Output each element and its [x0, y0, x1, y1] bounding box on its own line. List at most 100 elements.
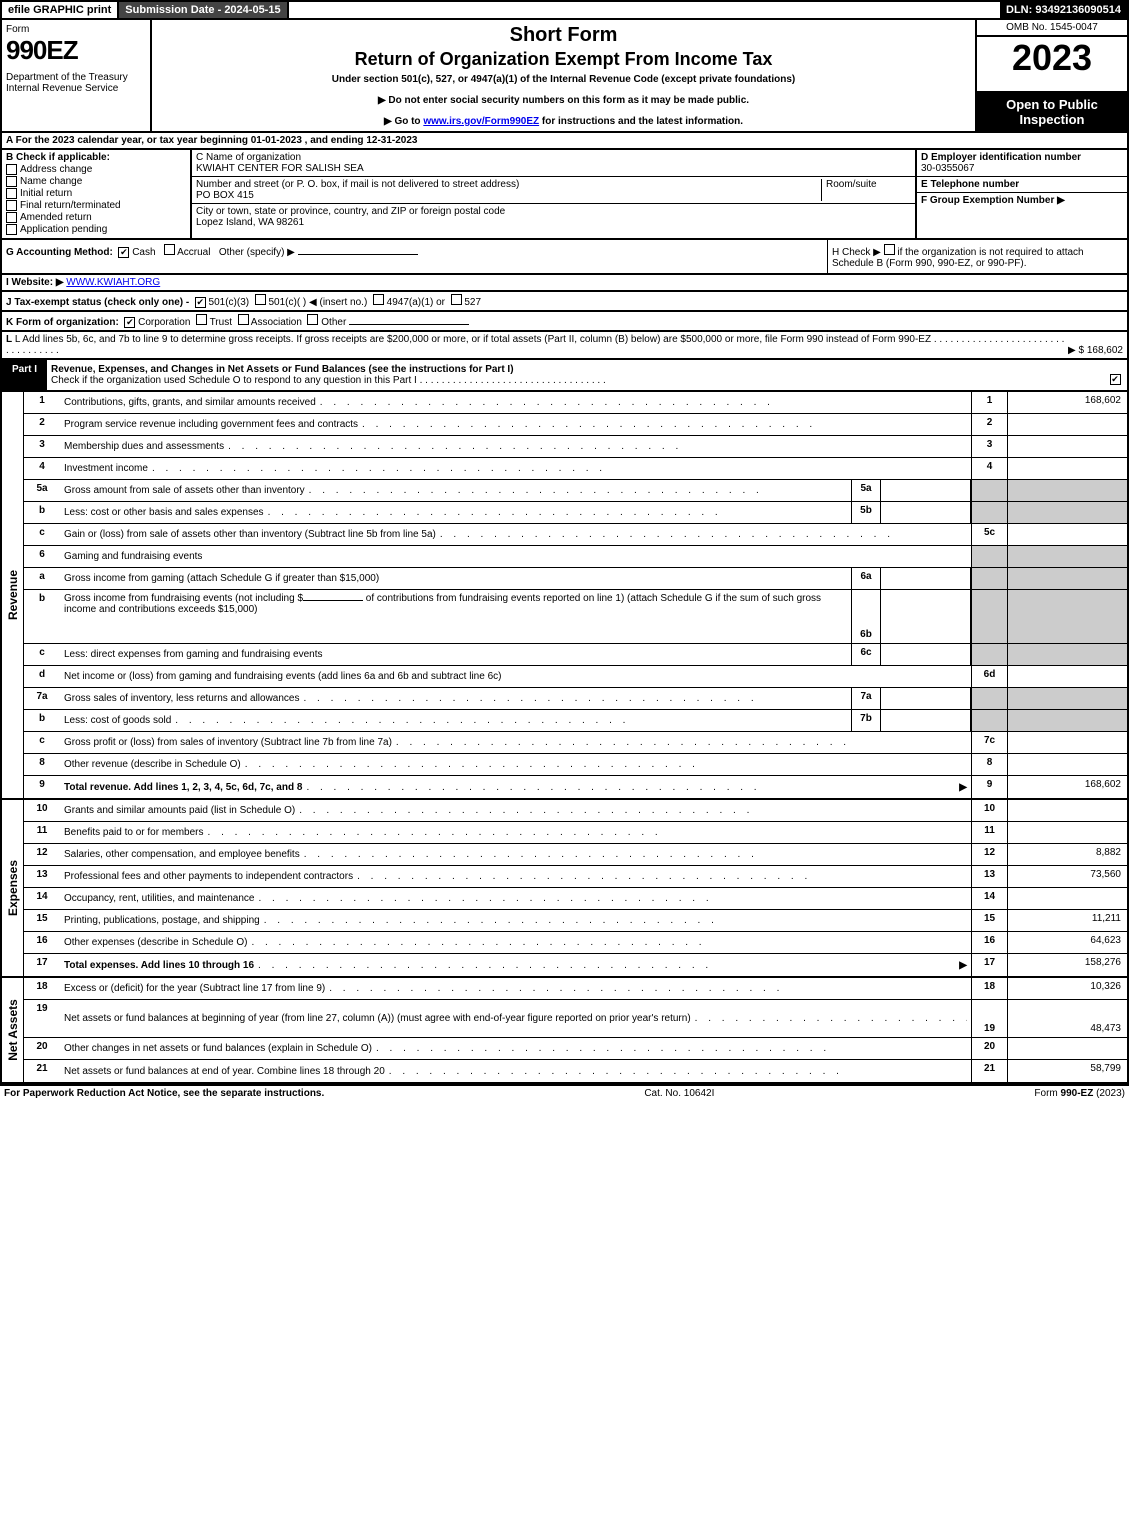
val-6d	[1007, 666, 1127, 687]
row-i-website: I Website: ▶ WWW.KWIAHT.ORG	[0, 275, 1129, 292]
c-street-label: Number and street (or P. O. box, if mail…	[196, 179, 519, 190]
opt-other: Other (specify) ▶	[219, 247, 295, 258]
col-b-checkboxes: B Check if applicable: Address change Na…	[2, 150, 192, 238]
line-5a: 5a Gross amount from sale of assets othe…	[24, 480, 1127, 502]
chk-application-pending[interactable]: Application pending	[6, 224, 186, 235]
opt-cash: Cash	[132, 247, 155, 258]
chk-corporation[interactable]	[124, 317, 135, 328]
chk-4947[interactable]	[373, 294, 384, 305]
footer-center: Cat. No. 10642I	[644, 1088, 714, 1099]
opt-4947: 4947(a)(1) or	[387, 297, 445, 308]
title-return: Return of Organization Exempt From Incom…	[156, 49, 971, 70]
other-org-line[interactable]	[349, 324, 469, 325]
chk-527[interactable]	[451, 294, 462, 305]
row-gh: G Accounting Method: Cash Accrual Other …	[0, 240, 1129, 275]
org-street-block: Number and street (or P. O. box, if mail…	[192, 177, 915, 204]
title-short-form: Short Form	[156, 24, 971, 47]
val-2	[1007, 414, 1127, 435]
val-9: 168,602	[1007, 776, 1127, 798]
chk-address-change[interactable]: Address change	[6, 164, 186, 175]
part1-checkbox[interactable]	[1103, 360, 1127, 390]
chk-association[interactable]	[238, 314, 249, 325]
line-15: 15 Printing, publications, postage, and …	[24, 910, 1127, 932]
d-ein-block: D Employer identification number 30-0355…	[917, 150, 1127, 177]
dln-number: DLN: 93492136090514	[1000, 2, 1127, 18]
val-12: 8,882	[1007, 844, 1127, 865]
e-phone-block: E Telephone number	[917, 177, 1127, 193]
e-label: E Telephone number	[921, 179, 1019, 190]
opt-association: Association	[251, 317, 302, 328]
chk-501c3[interactable]	[195, 297, 206, 308]
c-org-name: KWIAHT CENTER FOR SALISH SEA	[196, 163, 364, 174]
chk-cash[interactable]	[118, 247, 129, 258]
header-right: OMB No. 1545-0047 2023 Open to Public In…	[977, 20, 1127, 131]
chk-name-change[interactable]: Name change	[6, 176, 186, 187]
line-7a: 7a Gross sales of inventory, less return…	[24, 688, 1127, 710]
val-17: 158,276	[1007, 954, 1127, 976]
omb-number: OMB No. 1545-0047	[977, 20, 1127, 37]
opt-527: 527	[464, 297, 481, 308]
val-11	[1007, 822, 1127, 843]
website-link[interactable]: WWW.KWIAHT.ORG	[66, 277, 160, 288]
chk-schedule-b[interactable]	[884, 244, 895, 255]
opt-501c3: 501(c)(3)	[209, 297, 250, 308]
line-4: 4 Investment income. . . . . . . . . . .…	[24, 458, 1127, 480]
irs-link[interactable]: www.irs.gov/Form990EZ	[423, 116, 539, 127]
line-1: 1 Contributions, gifts, grants, and simi…	[24, 392, 1127, 414]
line-5b: b Less: cost or other basis and sales ex…	[24, 502, 1127, 524]
chk-other-org[interactable]	[307, 314, 318, 325]
chk-final-return[interactable]: Final return/terminated	[6, 200, 186, 211]
opt-trust: Trust	[210, 317, 232, 328]
val-16: 64,623	[1007, 932, 1127, 953]
instruction-ssn: ▶ Do not enter social security numbers o…	[156, 95, 971, 106]
netassets-section: Net Assets 18 Excess or (deficit) for th…	[0, 976, 1129, 1084]
line-20: 20 Other changes in net assets or fund b…	[24, 1038, 1127, 1060]
other-specify-line[interactable]	[298, 254, 418, 255]
efile-print[interactable]: efile GRAPHIC print	[2, 2, 119, 18]
line-9: 9 Total revenue. Add lines 1, 2, 3, 4, 5…	[24, 776, 1127, 798]
line-6: 6 Gaming and fundraising events	[24, 546, 1127, 568]
line-2: 2 Program service revenue including gove…	[24, 414, 1127, 436]
val-3	[1007, 436, 1127, 457]
part1-label: Part I	[2, 360, 47, 390]
val-18: 10,326	[1007, 978, 1127, 999]
org-city-block: City or town, state or province, country…	[192, 204, 915, 230]
netassets-sidelabel: Net Assets	[2, 978, 24, 1082]
col-c-org-info: C Name of organization KWIAHT CENTER FOR…	[192, 150, 917, 238]
val-7c	[1007, 732, 1127, 753]
chk-initial-return[interactable]: Initial return	[6, 188, 186, 199]
chk-trust[interactable]	[196, 314, 207, 325]
line-19: 19 Net assets or fund balances at beginn…	[24, 1000, 1127, 1038]
h-schedule-b: H Check ▶ if the organization is not req…	[827, 240, 1127, 273]
line-21: 21 Net assets or fund balances at end of…	[24, 1060, 1127, 1082]
chk-amended-return[interactable]: Amended return	[6, 212, 186, 223]
val-4	[1007, 458, 1127, 479]
l-text: L Add lines 5b, 6c, and 7b to line 9 to …	[15, 334, 931, 345]
f-label: F Group Exemption Number ▶	[921, 195, 1065, 206]
form-label: Form	[6, 24, 146, 35]
instruction-goto: ▶ Go to www.irs.gov/Form990EZ for instru…	[156, 116, 971, 127]
tax-year: 2023	[977, 37, 1127, 93]
submission-date: Submission Date - 2024-05-15	[119, 2, 288, 18]
col-def: D Employer identification number 30-0355…	[917, 150, 1127, 238]
chk-501c[interactable]	[255, 294, 266, 305]
h-pre: H Check ▶	[832, 247, 881, 258]
line-11: 11 Benefits paid to or for members. . . …	[24, 822, 1127, 844]
val-13: 73,560	[1007, 866, 1127, 887]
line-18: 18 Excess or (deficit) for the year (Sub…	[24, 978, 1127, 1000]
6b-amount-line[interactable]	[303, 600, 363, 601]
val-10	[1007, 800, 1127, 821]
val-19: 48,473	[1007, 1000, 1127, 1037]
form-header: Form 990EZ Department of the Treasury In…	[0, 20, 1129, 133]
row-a-calendar-year: A For the 2023 calendar year, or tax yea…	[0, 133, 1129, 150]
d-ein: 30-0355067	[921, 163, 974, 174]
footer-right: Form 990-EZ (2023)	[1034, 1088, 1125, 1099]
val-1: 168,602	[1007, 392, 1127, 413]
row-l-gross-receipts: L L Add lines 5b, 6c, and 7b to line 9 t…	[0, 332, 1129, 360]
line-3: 3 Membership dues and assessments. . . .…	[24, 436, 1127, 458]
goto-pre: ▶ Go to	[384, 116, 423, 127]
chk-accrual[interactable]	[164, 244, 175, 255]
line-16: 16 Other expenses (describe in Schedule …	[24, 932, 1127, 954]
open-to-public: Open to Public Inspection	[977, 93, 1127, 131]
topbar-spacer	[289, 2, 1000, 18]
